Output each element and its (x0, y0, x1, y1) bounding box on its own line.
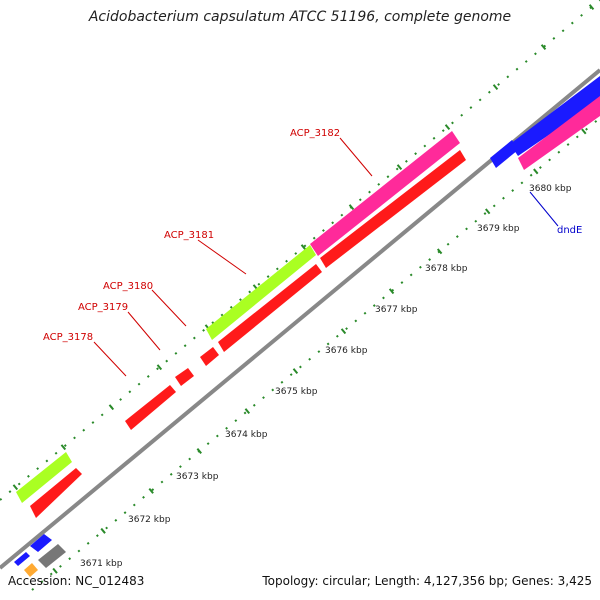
gene-feature-acp3181[interactable] (206, 245, 316, 340)
scale-label: 3680 kbp (529, 184, 572, 194)
major-tick (492, 84, 499, 91)
scale-labels: 3671 kbp 3672 kbp 3673 kbp 3674 kbp 3675… (80, 184, 572, 569)
scale-label: 3672 kbp (128, 515, 171, 525)
major-tick (156, 364, 163, 371)
callout-acp3179 (127, 311, 161, 351)
gene-feature-red[interactable] (320, 150, 466, 268)
gene-label-dnde[interactable]: dndE (557, 225, 582, 236)
topology-text: Topology: circular; Length: 4,127,356 bp… (262, 574, 592, 588)
major-tick (388, 288, 395, 295)
major-tick (396, 164, 403, 171)
callout-acp3181 (197, 239, 247, 275)
gene-label-acp3181[interactable]: ACP_3181 (164, 230, 214, 241)
major-tick (244, 408, 251, 414)
gene-feature-red[interactable] (30, 468, 82, 518)
major-tick (540, 44, 547, 51)
scale-label: 3673 kbp (176, 472, 219, 482)
gene-feature-orange[interactable] (24, 563, 38, 577)
scale-label: 3678 kbp (425, 264, 468, 274)
callout-acp3182 (339, 137, 373, 177)
major-tick (340, 328, 347, 335)
gene-label-acp3178[interactable]: ACP_3178 (43, 332, 93, 343)
gene-label-acp3182[interactable]: ACP_3182 (290, 128, 340, 139)
major-ticks (12, 4, 595, 574)
major-tick (485, 208, 491, 215)
outer-tick-trail (0, 0, 600, 501)
scale-label: 3671 kbp (80, 559, 123, 569)
gene-features[interactable] (14, 76, 600, 577)
major-tick (196, 448, 202, 454)
gene-label-acp3180[interactable]: ACP_3180 (103, 281, 153, 292)
gene-feature-blue[interactable] (490, 140, 518, 168)
callout-lines (93, 137, 559, 377)
major-tick (300, 244, 307, 251)
gene-feature-red[interactable] (218, 264, 322, 352)
scale-label: 3675 kbp (275, 387, 318, 397)
gene-labels: ACP_3178 ACP_3179 ACP_3180 ACP_3181 ACP_… (43, 128, 582, 343)
major-tick (60, 444, 67, 451)
genome-title: Acidobacterium capsulatum ATCC 51196, co… (88, 9, 512, 25)
major-tick (581, 128, 587, 135)
scale-label: 3677 kbp (375, 305, 418, 315)
gene-feature-gray[interactable] (38, 544, 66, 568)
inner-tick-trail (31, 117, 600, 591)
gene-feature-blue[interactable] (30, 534, 52, 552)
major-tick (52, 567, 58, 574)
major-tick (436, 248, 443, 255)
gene-feature-acp3180[interactable] (200, 347, 219, 366)
major-tick (12, 484, 19, 491)
gene-feature-green[interactable] (16, 452, 72, 503)
major-tick (292, 368, 299, 375)
scale-label: 3679 kbp (477, 224, 520, 234)
gene-feature-acp3182[interactable] (310, 131, 460, 256)
gene-feature-blue[interactable] (510, 76, 600, 156)
major-tick (148, 487, 154, 494)
accession-text: Accession: NC_012483 (8, 574, 145, 588)
major-tick (588, 4, 595, 11)
major-tick (108, 404, 115, 411)
gene-feature-acp3179[interactable] (175, 368, 194, 386)
callout-dnde (529, 191, 559, 227)
callout-acp3178 (93, 341, 127, 377)
major-tick (533, 168, 539, 175)
scale-label: 3676 kbp (325, 346, 368, 356)
major-tick (100, 527, 106, 534)
major-tick (444, 124, 451, 131)
major-tick (348, 204, 355, 211)
callout-acp3180 (151, 289, 187, 327)
gene-feature-dnde[interactable] (518, 96, 600, 170)
scale-label: 3674 kbp (225, 430, 268, 440)
gene-feature-acp3178[interactable] (125, 385, 176, 430)
gene-label-acp3179[interactable]: ACP_3179 (78, 302, 128, 313)
gene-feature-blue[interactable] (14, 552, 30, 566)
